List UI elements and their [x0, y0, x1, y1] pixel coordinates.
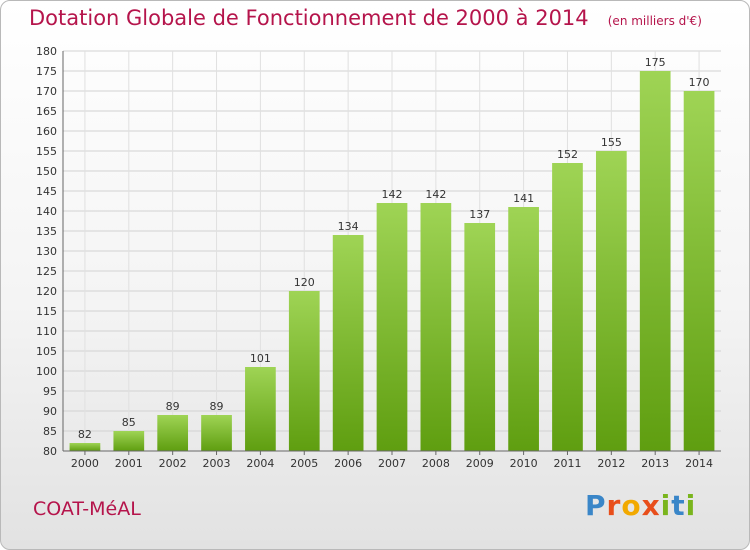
y-tick-label: 105 [36, 345, 57, 358]
data-label-2003: 89 [210, 400, 224, 413]
y-tick-label: 80 [43, 445, 57, 458]
bar-2010 [508, 207, 539, 451]
x-tick-label-2014: 2014 [685, 457, 713, 470]
data-label-2013: 175 [645, 56, 666, 69]
y-tick-label: 135 [36, 225, 57, 238]
x-tick-label-2011: 2011 [553, 457, 581, 470]
logo-letter: t [671, 489, 686, 522]
x-tick-label-2006: 2006 [334, 457, 362, 470]
y-tick-label: 95 [43, 385, 57, 398]
x-tick-label-2009: 2009 [466, 457, 494, 470]
data-label-2014: 170 [689, 76, 710, 89]
x-tick-label-2010: 2010 [510, 457, 538, 470]
bar-2004 [245, 367, 276, 451]
x-tick-label-2003: 2003 [203, 457, 231, 470]
x-tick-label-2012: 2012 [597, 457, 625, 470]
data-label-2000: 82 [78, 428, 92, 441]
bar-2014 [683, 91, 715, 451]
logo-letter: i [685, 489, 697, 522]
data-label-2002: 89 [166, 400, 180, 413]
y-tick-label: 165 [36, 105, 57, 118]
data-label-2006: 134 [338, 220, 359, 233]
y-tick-label: 145 [36, 185, 57, 198]
x-tick-label-2004: 2004 [246, 457, 274, 470]
y-tick-label: 125 [36, 265, 57, 278]
x-tick-label-2007: 2007 [378, 457, 406, 470]
data-label-2011: 152 [557, 148, 578, 161]
proxiti-logo[interactable]: Proxiti [585, 489, 696, 522]
bar-2011 [552, 163, 583, 451]
y-tick-label: 115 [36, 305, 57, 318]
bar-2007 [376, 203, 408, 451]
bar-2005 [288, 291, 320, 451]
y-tick-label: 120 [36, 285, 57, 298]
data-label-2001: 85 [122, 416, 136, 429]
bars: 82 85 89 89 101 120 134 142 142 137 141 152 155 175 17… [69, 56, 715, 451]
y-tick-label: 140 [36, 205, 57, 218]
logo-letter: o [621, 489, 642, 522]
bar-2000 [69, 443, 101, 451]
y-tick-label: 155 [36, 145, 57, 158]
y-tick-label: 170 [36, 85, 57, 98]
y-tick-label: 150 [36, 165, 57, 178]
title-row: Dotation Globale de Fonctionnement de 20… [29, 6, 702, 30]
bar-2009 [464, 223, 496, 451]
logo-letter: P [585, 489, 607, 522]
logo-letter: x [641, 489, 661, 522]
commune-name: COAT-MéAL [33, 498, 141, 520]
chart-title: Dotation Globale de Fonctionnement de 20… [29, 6, 589, 30]
bar-2013 [639, 71, 671, 451]
bar-2012 [595, 151, 627, 451]
data-label-2005: 120 [294, 276, 315, 289]
data-label-2008: 142 [425, 188, 446, 201]
chart-subtitle: (en milliers d'€) [607, 14, 702, 28]
y-tick-label: 100 [36, 365, 57, 378]
x-tick-label-2008: 2008 [422, 457, 450, 470]
x-tick-label-2005: 2005 [290, 457, 318, 470]
x-tick-label-2000: 2000 [71, 457, 99, 470]
bar-2003 [201, 415, 232, 451]
x-tick-label-2001: 2001 [115, 457, 143, 470]
y-tick-label: 85 [43, 425, 57, 438]
bar-2006 [332, 235, 364, 451]
logo-letter: r [606, 489, 622, 522]
bar-2002 [157, 415, 189, 451]
data-label-2007: 142 [382, 188, 403, 201]
bar-2008 [420, 203, 452, 451]
x-tick-label-2013: 2013 [641, 457, 669, 470]
data-label-2004: 101 [250, 352, 271, 365]
data-label-2012: 155 [601, 136, 622, 149]
data-label-2009: 137 [469, 208, 490, 221]
bar-2001 [113, 431, 145, 451]
y-tick-label: 130 [36, 245, 57, 258]
x-tick-label-2002: 2002 [159, 457, 187, 470]
y-tick-label: 90 [43, 405, 57, 418]
logo-letter: i [660, 489, 672, 522]
axes: 80 85 90 95 100 105 110 115 120 125 130 135 140 145 15… [36, 45, 721, 470]
y-tick-label: 175 [36, 65, 57, 78]
y-tick-label: 180 [36, 45, 57, 58]
data-label-2010: 141 [513, 192, 534, 205]
y-tick-label: 110 [36, 325, 57, 338]
y-tick-label: 160 [36, 125, 57, 138]
